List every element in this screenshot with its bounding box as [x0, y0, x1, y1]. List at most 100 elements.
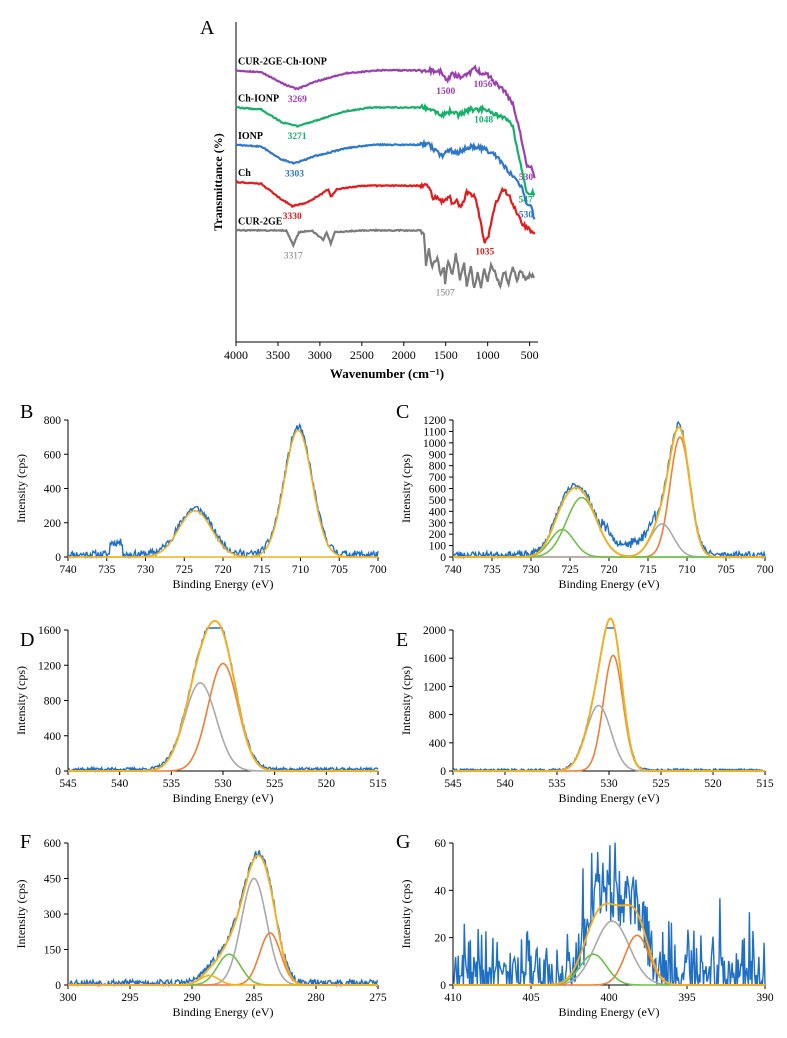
- x-tick-label: 395: [678, 992, 696, 1004]
- envelope-fit-line: [68, 619, 378, 772]
- envelope-fit-line: [68, 854, 378, 986]
- x-tick-label: 730: [522, 564, 540, 576]
- series-name-label: CUR-2GE: [238, 216, 283, 227]
- y-tick-label: 1100: [423, 426, 446, 438]
- x-axis-label: Binding Energy (eV): [558, 1005, 659, 1019]
- y-tick-label: 800: [44, 696, 62, 708]
- component-peak-line: [453, 523, 765, 558]
- peak-label: 3271: [288, 132, 307, 142]
- x-tick-label: 740: [59, 564, 77, 576]
- y-tick-label: 0: [55, 766, 61, 778]
- component-peak-line: [68, 510, 378, 558]
- x-tick-label: 520: [318, 778, 336, 790]
- x-tick-label: 410: [444, 992, 462, 1004]
- x-tick-label: 525: [652, 778, 670, 790]
- panel-label-D: D: [20, 629, 34, 651]
- panel-label-A: A: [200, 17, 215, 39]
- x-tick-label: 540: [496, 778, 514, 790]
- component-peak-line: [453, 704, 765, 772]
- raw-spectrum-line: [67, 627, 379, 774]
- y-axis-label: Intensity (cps): [14, 880, 28, 949]
- x-tick-label: 740: [444, 564, 462, 576]
- x-tick-label: 500: [521, 348, 539, 362]
- y-tick-label: 20: [435, 933, 447, 945]
- y-axis-label: Intensity (cps): [14, 454, 28, 523]
- x-tick-label: 700: [369, 564, 387, 576]
- y-tick-label: 400: [429, 506, 447, 518]
- peak-label: 530: [519, 173, 534, 183]
- ftir-series-line: [236, 64, 536, 179]
- chart-panel-C: C 740 735 730 725 720 715 710 705 700 010020030040…: [396, 401, 774, 591]
- y-axis-label: Intensity (cps): [399, 454, 413, 523]
- x-tick-label: 545: [444, 778, 462, 790]
- y-tick-label: 0: [440, 552, 446, 564]
- chart-panel-D: D 545 540 535 530 525 520 515 0 400 800 1200 1600 Bin…: [14, 619, 387, 805]
- y-tick-label: 450: [44, 874, 62, 886]
- x-tick-label: 735: [483, 564, 501, 576]
- y-tick-label: 150: [44, 945, 62, 957]
- x-tick-label: 515: [369, 778, 387, 790]
- x-tick-label: 300: [59, 992, 77, 1004]
- y-tick-label: 1200: [38, 660, 61, 672]
- envelope-fit-line: [453, 617, 765, 772]
- y-tick-label: 800: [429, 461, 447, 473]
- envelope-fit-line: [453, 902, 765, 986]
- component-peak-line: [453, 654, 765, 772]
- raw-spectrum-line: [452, 842, 766, 986]
- x-axis-label: Binding Energy (eV): [172, 791, 273, 805]
- y-axis-label: Intensity (cps): [14, 666, 28, 735]
- ftir-series-line: [235, 138, 536, 220]
- panel-label-B: B: [20, 401, 33, 423]
- x-tick-label: 720: [600, 564, 618, 576]
- x-tick-label: 710: [292, 564, 310, 576]
- x-axis-label: Binding Energy (eV): [172, 577, 273, 591]
- raw-spectrum-line: [452, 627, 766, 773]
- y-tick-label: 300: [44, 909, 62, 921]
- peak-label: 1035: [475, 248, 494, 258]
- peak-label: 3303: [285, 169, 304, 179]
- x-tick-label: 3500: [266, 348, 290, 362]
- y-tick-label: 400: [44, 731, 62, 743]
- series-name-label: Ch: [238, 168, 251, 179]
- x-tick-label: 280: [307, 992, 325, 1004]
- peak-label: 1048: [474, 115, 493, 125]
- y-tick-label: 1600: [38, 625, 61, 637]
- x-tick-label: 710: [678, 564, 696, 576]
- x-tick-label: 290: [183, 992, 201, 1004]
- x-tick-label: 540: [111, 778, 129, 790]
- x-tick-label: 2000: [392, 348, 416, 362]
- ftir-series-line: [235, 180, 536, 244]
- y-tick-label: 900: [429, 449, 447, 461]
- x-tick-label: 535: [548, 778, 566, 790]
- peak-label: 530: [519, 210, 534, 220]
- x-tick-label: 390: [756, 992, 774, 1004]
- y-tick-label: 200: [429, 529, 447, 541]
- x-tick-label: 3000: [308, 348, 332, 362]
- y-tick-label: 500: [429, 495, 447, 507]
- peak-label: 3269: [288, 95, 307, 105]
- x-tick-label: 520: [704, 778, 722, 790]
- y-tick-label: 200: [44, 518, 62, 530]
- y-tick-label: 800: [429, 710, 447, 722]
- chart-panel-B: B 740 735 730 725 720 715 710 705 700 0 200 400 600 80…: [14, 401, 387, 591]
- series-name-label: CUR-2GE-Ch-IONP: [238, 56, 327, 67]
- x-tick-label: 725: [176, 564, 194, 576]
- x-axis-label: Binding Energy (eV): [558, 791, 659, 805]
- series-name-label: Ch-IONP: [238, 94, 279, 105]
- y-axis-label: Intensity (cps): [399, 880, 413, 949]
- y-tick-label: 400: [44, 484, 62, 496]
- x-tick-label: 405: [522, 992, 540, 1004]
- y-axis-label: Transmittance (%): [211, 133, 225, 230]
- y-tick-label: 0: [440, 766, 446, 778]
- y-tick-label: 2000: [423, 625, 446, 637]
- x-axis-label: Wavenumber (cm⁻¹): [330, 366, 444, 381]
- chart-panel-E: E 545 540 535 530 525 520 515 0 400 800 1200 1600 200…: [396, 617, 774, 805]
- panel-label-F: F: [20, 831, 31, 853]
- x-tick-label: 525: [266, 778, 284, 790]
- raw-spectrum-line: [452, 421, 766, 560]
- x-tick-label: 285: [245, 992, 263, 1004]
- x-tick-label: 545: [59, 778, 77, 790]
- series-name-label: IONP: [238, 131, 263, 142]
- component-peak-line: [68, 662, 378, 772]
